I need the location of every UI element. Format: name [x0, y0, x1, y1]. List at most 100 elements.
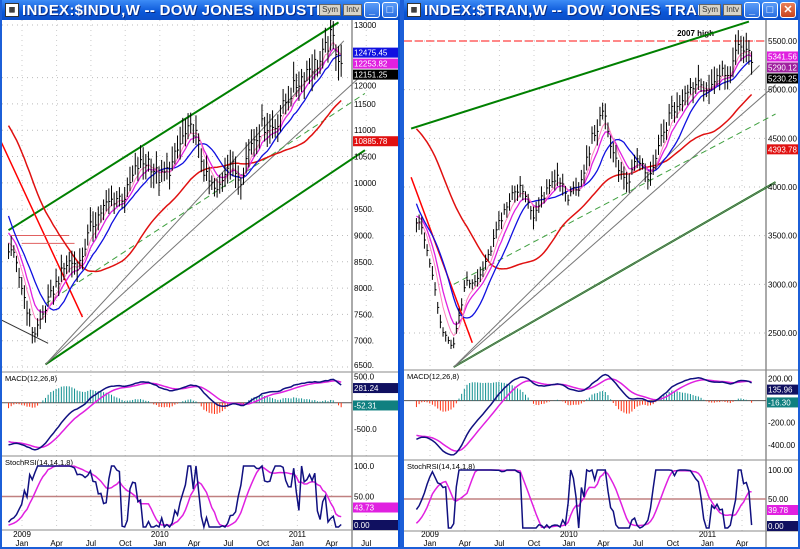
year-label: 2009 [421, 530, 439, 539]
month-label: Oct [257, 539, 270, 547]
macd-tick-label: -500.0 [354, 425, 377, 434]
stochrsi-line [7, 464, 342, 530]
value-box-label: 39.78 [768, 506, 789, 515]
year-label: 2011 [289, 530, 307, 539]
price-tick-label: 12000 [354, 82, 377, 91]
ma-8-line [416, 53, 752, 326]
trendline [453, 181, 776, 368]
month-label: Apr [325, 539, 338, 547]
trendline [44, 149, 366, 366]
price-tick-label: 4000.00 [768, 183, 797, 192]
stochrsi-label: StochRSI(14,14,1,8) [5, 458, 73, 467]
month-label: Jul [633, 539, 643, 547]
value-box [767, 384, 798, 395]
sym-button[interactable]: Sym [699, 4, 722, 16]
price-tick-label: 9000. [354, 231, 374, 240]
value-box [353, 47, 398, 58]
window-title: INDEX:$TRAN,W -- DOW JONES TRANSPORTATIO… [424, 1, 699, 19]
sym-button[interactable]: Sym [319, 4, 342, 16]
value-box-label: 0.00 [768, 522, 784, 531]
value-box [353, 383, 398, 394]
value-box-label: -16.30 [768, 398, 791, 407]
value-box-label: 5341.56 [768, 52, 797, 61]
value-box-label: 12253.82 [354, 60, 388, 69]
ma-40-line [7, 99, 342, 273]
month-label: Jan [153, 539, 166, 547]
value-box [353, 520, 398, 530]
macd-tick-label: -200.00 [768, 419, 796, 428]
value-box [353, 400, 398, 411]
month-label: Oct [119, 539, 132, 547]
intv-button[interactable]: Intv [723, 4, 742, 16]
trendline [410, 20, 750, 130]
month-label: Jul [494, 539, 504, 547]
indu-chart-window[interactable]: ▦ INDEX:$INDU,W -- DOW JONES INDUSTRIAL … [0, 0, 402, 549]
trendline [8, 21, 340, 232]
price-tick-label: 6500. [354, 361, 374, 370]
minimize-button[interactable]: _ [744, 2, 760, 18]
trendline [45, 40, 345, 365]
value-box-label: 43.73 [354, 504, 375, 513]
month-label: Jan [424, 539, 437, 547]
month-label: Apr [736, 539, 749, 547]
ma-8-line [7, 47, 342, 313]
chart-app-icon: ▦ [5, 3, 19, 17]
stochrsi-line [415, 468, 753, 530]
tran-chart-window[interactable]: ▦ INDEX:$TRAN,W -- DOW JONES TRANSPORTAT… [402, 0, 800, 549]
value-box [767, 521, 798, 531]
stochrsi-signal-line [415, 469, 752, 529]
price-tick-label: 10000 [354, 179, 377, 188]
value-box [353, 58, 398, 69]
price-tick-label: 11500 [354, 100, 376, 109]
maximize-button[interactable]: □ [762, 2, 778, 18]
trendline [453, 113, 776, 285]
title-bar[interactable]: ▦ INDEX:$INDU,W -- DOW JONES INDUSTRIAL … [2, 0, 400, 20]
close-button[interactable]: ✕ [780, 2, 796, 18]
annotation-2007-high: 2007 high [677, 29, 714, 38]
stochrsi-tick-label: 50.00 [768, 495, 789, 504]
minimize-button[interactable]: _ [364, 2, 380, 18]
price-tick-label: 11000 [354, 126, 376, 135]
price-tick-label: 8500. [354, 258, 374, 267]
maximize-button[interactable]: □ [382, 2, 398, 18]
month-label: Jan [291, 539, 304, 547]
trendline [45, 71, 366, 365]
value-box-label: 10885.78 [354, 137, 388, 146]
stochrsi-label: StochRSI(14,14,1,8) [407, 462, 475, 471]
value-box [767, 62, 798, 73]
month-label: Apr [188, 539, 201, 547]
value-box [767, 73, 798, 84]
price-tick-label: 4500.00 [768, 134, 797, 143]
stochrsi-tick-label: 50.00 [354, 493, 375, 502]
ma-13-line [7, 54, 342, 311]
price-tick-label: 2500.00 [768, 329, 797, 338]
price-tick-label: 8000. [354, 284, 374, 293]
macd-line [8, 378, 342, 451]
macd-tick-label: 500.0 [354, 373, 375, 382]
price-tick-label: 5500.00 [768, 37, 797, 46]
price-tick-label: 5000.00 [768, 86, 797, 95]
month-label: Apr [459, 539, 472, 547]
value-box-label: 5230.25 [768, 74, 797, 83]
month-label: Jan [701, 539, 714, 547]
price-tick-label: 7000. [354, 337, 374, 346]
value-box-label: 0.00 [354, 521, 370, 530]
intv-button[interactable]: Intv [343, 4, 362, 16]
month-label: Jul [361, 539, 371, 547]
trendline [2, 141, 84, 318]
year-label: 2010 [560, 530, 578, 539]
value-box-label: 135.96 [768, 386, 793, 395]
value-box-label: -52.31 [354, 401, 377, 410]
trendline [45, 92, 366, 305]
value-box-label: 5290.12 [768, 63, 797, 72]
chart-app-icon: ▦ [407, 3, 421, 17]
value-box [767, 144, 798, 155]
month-label: Jan [562, 539, 575, 547]
month-label: Oct [528, 539, 541, 547]
title-bar[interactable]: ▦ INDEX:$TRAN,W -- DOW JONES TRANSPORTAT… [404, 0, 798, 20]
window-title: INDEX:$INDU,W -- DOW JONES INDUSTRIAL AV… [22, 1, 319, 19]
month-label: Jan [16, 539, 29, 547]
value-box-label: 281.24 [354, 384, 379, 393]
